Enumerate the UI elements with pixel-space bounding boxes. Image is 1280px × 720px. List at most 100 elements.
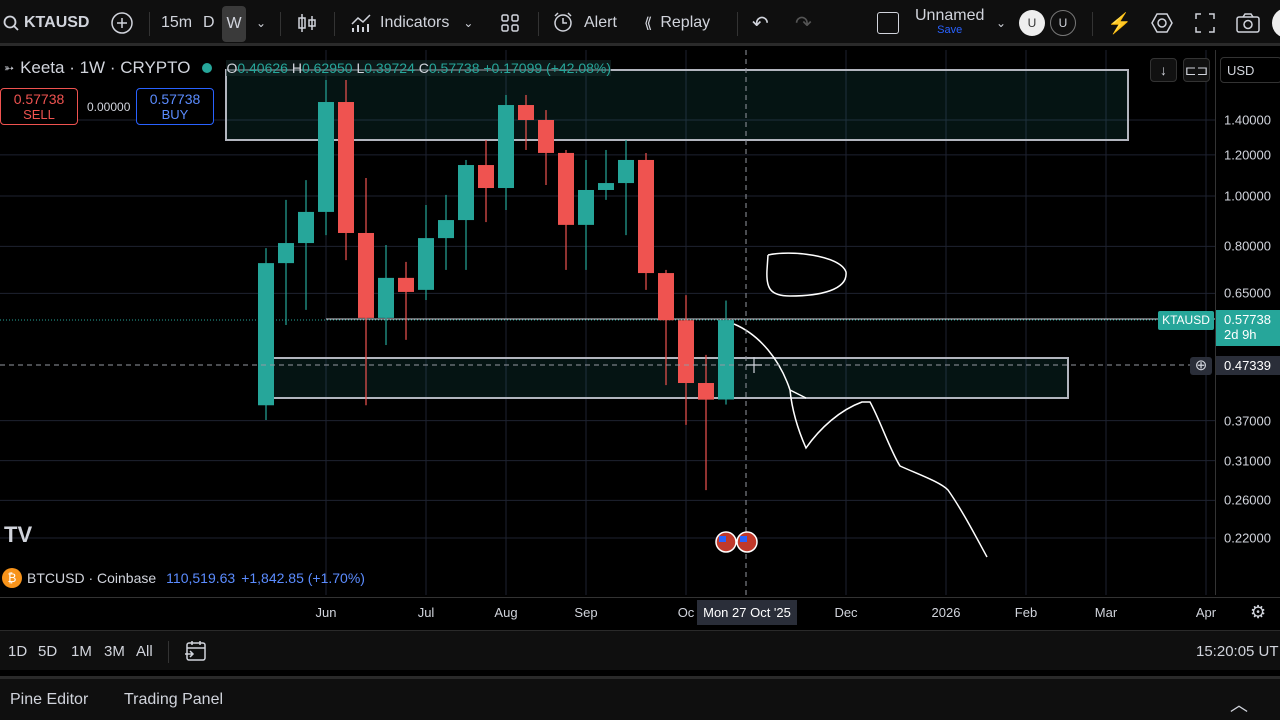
chevron-up-icon: ︿ xyxy=(1230,695,1248,715)
redo-button[interactable]: ↷ xyxy=(795,0,812,46)
indicators-button[interactable]: Indicators ⌄ xyxy=(350,0,473,46)
price-label: 1.40000 xyxy=(1224,112,1271,128)
candle-body xyxy=(598,183,614,190)
svg-text:TV: TV xyxy=(4,522,32,547)
compare-change: +1,842.85 (+1.70%) xyxy=(241,570,365,586)
camera-icon xyxy=(1235,12,1261,34)
arrow-down-icon: ↓ xyxy=(1160,62,1167,78)
symbol-search-button[interactable]: KTAUSD xyxy=(2,0,89,46)
candle xyxy=(598,149,614,200)
currency-button[interactable]: USD xyxy=(1220,57,1280,83)
clock[interactable]: 15:20:05 UT xyxy=(1196,643,1279,660)
candle-body xyxy=(618,159,634,184)
interval-w[interactable]: W xyxy=(222,6,246,42)
user-avatar-secondary[interactable]: U xyxy=(1050,0,1076,46)
undo-button[interactable]: ↶ xyxy=(752,0,769,46)
range-5d[interactable]: 5D xyxy=(38,643,58,660)
alert-label: Alert xyxy=(584,14,617,31)
chart-pane[interactable]: TV ➳ Keeta · 1W · CRYPTO O0.40626 H0.629… xyxy=(0,50,1215,595)
undo-icon: ↶ xyxy=(752,12,769,35)
user-avatar[interactable]: U xyxy=(1019,0,1045,46)
fullscreen-button[interactable] xyxy=(1194,0,1216,46)
interval-dropdown[interactable]: ⌄ xyxy=(256,0,266,46)
settings-button[interactable] xyxy=(1150,0,1174,46)
last-price-symbol-tag: KTAUSD xyxy=(1158,311,1214,330)
time-label: Mar xyxy=(1094,605,1118,620)
time-axis-settings-button[interactable]: ⚙ xyxy=(1250,602,1266,623)
chevron-down-icon: ⌄ xyxy=(463,16,474,30)
layouts-button[interactable] xyxy=(500,0,520,46)
candle-body xyxy=(258,263,274,406)
add-alert-plus-button[interactable]: ⊕ xyxy=(1190,357,1212,375)
time-axis[interactable]: Jun Jul Aug Sep Oc Dec 2026 Feb Mar Apr Mon 27 Oc… xyxy=(0,597,1280,627)
tab-trading-panel[interactable]: Trading Panel xyxy=(124,691,224,708)
resistance-zone-box[interactable] xyxy=(225,69,1129,141)
redo-icon: ↷ xyxy=(795,12,812,35)
freehand-path-drawing[interactable] xyxy=(733,323,988,558)
candle-body xyxy=(638,159,654,274)
support-zone-box[interactable] xyxy=(265,357,1069,399)
buy-button[interactable]: 0.57738 BUY xyxy=(136,88,214,125)
scroll-to-latest-button[interactable]: ↓ xyxy=(1150,58,1177,82)
time-label: 2026 xyxy=(931,605,961,620)
go-to-date-button[interactable] xyxy=(183,639,207,667)
profile-avatar[interactable] xyxy=(1272,8,1280,38)
range-1d[interactable]: 1D xyxy=(8,643,28,660)
ohlc-values: O0.40626 H0.62950 L0.39724 C0.57738 +0.1… xyxy=(226,60,612,76)
grid-icon xyxy=(500,13,520,33)
compare-symbol[interactable]: BTCUSD · Coinbase xyxy=(27,570,157,586)
bottom-panel: Pine Editor Trading Panel ︿ xyxy=(0,676,1280,720)
candles-icon xyxy=(297,12,317,34)
candle-body xyxy=(458,165,474,221)
spread-value: 0.00000 xyxy=(87,100,131,114)
square-icon xyxy=(877,12,899,34)
price-label: 1.20000 xyxy=(1224,147,1271,163)
compare-symbol-button[interactable] xyxy=(110,0,134,46)
candle-body xyxy=(338,102,354,233)
candle-body xyxy=(578,189,594,225)
range-3m[interactable]: 3M xyxy=(104,643,125,660)
candle-body xyxy=(518,105,534,120)
time-label: Feb xyxy=(1014,605,1038,620)
candle xyxy=(438,194,454,270)
expand-panel-button[interactable]: ︿ xyxy=(1230,691,1248,717)
fullscreen-icon xyxy=(1194,12,1216,34)
range-1m[interactable]: 1M xyxy=(71,643,92,660)
symbol-title[interactable]: Keeta · 1W · CRYPTO xyxy=(20,58,191,77)
interval-d[interactable]: D xyxy=(203,14,215,31)
range-all[interactable]: All xyxy=(136,643,153,660)
screenshot-button[interactable] xyxy=(1235,0,1261,46)
price-label: 0.31000 xyxy=(1224,453,1271,469)
layout-checkbox[interactable] xyxy=(877,0,899,46)
market-status-dot[interactable] xyxy=(202,63,213,73)
calendar-arrow-icon xyxy=(183,639,207,663)
price-chart[interactable]: TV xyxy=(0,50,1215,595)
interval-15m[interactable]: 15m xyxy=(161,14,193,31)
quick-search-button[interactable]: ⚡ xyxy=(1107,0,1132,46)
candle-body xyxy=(538,120,554,153)
layout-dropdown[interactable]: ⌄ xyxy=(996,0,1006,46)
candle xyxy=(378,245,394,346)
plus-circle-icon xyxy=(110,11,134,35)
sell-button[interactable]: 0.57738 SELL xyxy=(0,88,78,125)
us-flag-event-icon[interactable] xyxy=(736,531,758,553)
reset-chart-button[interactable]: ⊏⊐ xyxy=(1183,58,1210,82)
alert-button[interactable]: Alert xyxy=(552,0,617,46)
candle xyxy=(458,159,474,270)
candle-body xyxy=(278,243,294,264)
candle xyxy=(678,295,694,425)
replay-button[interactable]: ⟪ Replay xyxy=(644,0,710,46)
time-label: Jun xyxy=(315,605,337,620)
chart-type-button[interactable] xyxy=(297,0,317,46)
candle xyxy=(658,269,674,386)
freehand-ellipse-drawing[interactable] xyxy=(766,252,847,297)
us-flag-event-icon[interactable] xyxy=(715,531,737,553)
replay-label: Replay xyxy=(660,14,711,31)
crosshair-date-tag: Mon 27 Oct '25 xyxy=(697,600,797,625)
bitcoin-icon: ₿ xyxy=(2,568,22,588)
layout-name-button[interactable]: Unnamed Save xyxy=(915,0,984,46)
tradingview-logo[interactable]: TV xyxy=(4,522,32,547)
tab-pine-editor[interactable]: Pine Editor xyxy=(10,691,89,708)
price-axis[interactable]: USD 1.40000 1.20000 1.00000 0.80000 0.65000 0… xyxy=(1215,50,1280,595)
save-label: Save xyxy=(937,24,963,36)
